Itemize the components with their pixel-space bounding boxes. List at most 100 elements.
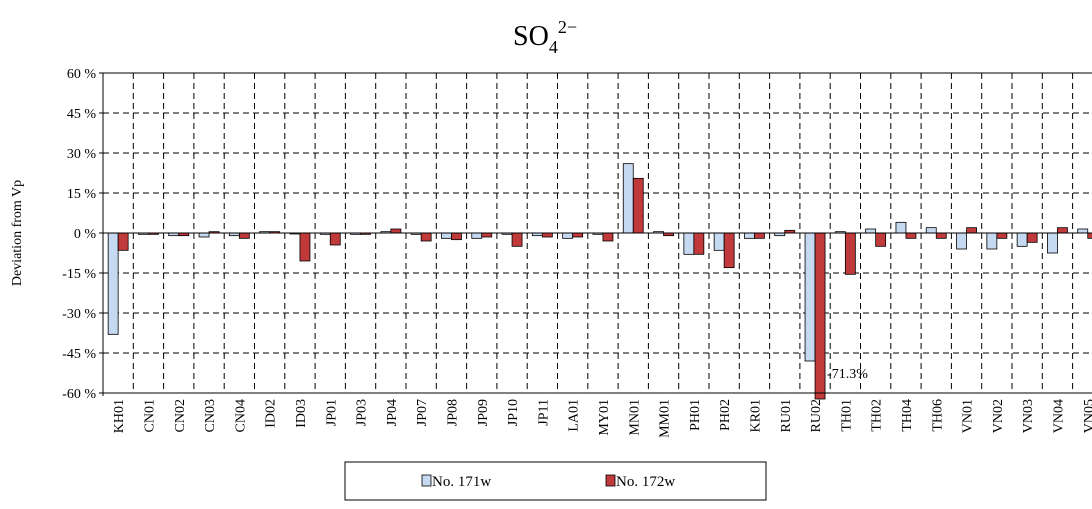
legend-label: No. 172w bbox=[616, 474, 675, 490]
x-tick-label: VN05 bbox=[1082, 399, 1092, 433]
y-tick-label: -30 % bbox=[62, 307, 96, 322]
x-tick-label: JP07 bbox=[415, 399, 430, 426]
x-tick-label: JP04 bbox=[385, 399, 400, 426]
bar-PH01-series1 bbox=[683, 232, 695, 255]
y-tick-label: -15 % bbox=[62, 267, 96, 282]
x-tick-label: JP11 bbox=[536, 399, 551, 426]
axes bbox=[99, 72, 1092, 396]
bar-RU02-series1 bbox=[804, 232, 816, 362]
x-tick-label: VN03 bbox=[1021, 399, 1036, 433]
x-tick-label: JP01 bbox=[324, 399, 339, 426]
x-tick-label: TH04 bbox=[900, 399, 915, 432]
bar-KH01-series2 bbox=[117, 232, 129, 251]
x-tick-label: TH01 bbox=[839, 399, 854, 432]
x-tick-label: VN04 bbox=[1051, 399, 1066, 433]
y-tick-label: 30 % bbox=[67, 147, 97, 162]
y-tick-label: -60 % bbox=[62, 387, 96, 402]
legend-label: No. 171w bbox=[432, 474, 491, 490]
bar-TH01-series2 bbox=[844, 232, 856, 275]
bar-TH06-series1 bbox=[925, 227, 937, 234]
bar-JP08-series2 bbox=[451, 232, 462, 241]
bar-VN05-series1 bbox=[1077, 228, 1089, 234]
x-tick-label: CN01 bbox=[142, 399, 157, 432]
y-tick-label: -45 % bbox=[62, 347, 96, 362]
x-tick-label: JP08 bbox=[445, 399, 460, 426]
x-tick-label: MN01 bbox=[627, 399, 642, 436]
bars bbox=[107, 163, 1092, 400]
bar-JP04-series2 bbox=[390, 228, 402, 234]
bar-KR01-series1 bbox=[744, 232, 755, 239]
bar-MY01-series2 bbox=[602, 232, 614, 242]
bar-JP11-series2 bbox=[541, 232, 553, 238]
bar-CN03-series1 bbox=[198, 232, 210, 238]
x-tick-label: KR01 bbox=[748, 399, 763, 432]
x-tick-label: CN02 bbox=[173, 399, 188, 432]
title-superscript: 2− bbox=[558, 17, 577, 37]
bar-VN05-series2 bbox=[1087, 232, 1092, 239]
x-tick-label: ID03 bbox=[294, 399, 309, 428]
bar-KH01-series1 bbox=[107, 232, 119, 335]
bar-KR01-series2 bbox=[754, 232, 765, 239]
bar-JP01-series2 bbox=[329, 232, 341, 246]
bar-PH02-series2 bbox=[723, 232, 735, 269]
x-tick-label: VN01 bbox=[961, 399, 976, 433]
bar-LA01-series1 bbox=[562, 232, 574, 239]
bar-TH04-series1 bbox=[895, 221, 907, 234]
bar-VN01-series1 bbox=[956, 232, 967, 250]
x-tick-label: JP03 bbox=[355, 399, 370, 426]
x-tick-label: RU02 bbox=[809, 399, 824, 432]
bar-TH04-series2 bbox=[905, 232, 917, 239]
tick-labels: 60 % 45 % 30 % 15 % 0 % -15 % -30 % -45 % -60 % K… bbox=[62, 67, 1092, 438]
legend: No. 171w No. 172w bbox=[344, 461, 767, 501]
bar-MN01-series1 bbox=[622, 163, 634, 234]
x-tick-label: ID02 bbox=[264, 399, 279, 428]
x-tick-label: KH01 bbox=[112, 399, 127, 433]
legend-swatch bbox=[421, 474, 432, 487]
bar-VN04-series1 bbox=[1047, 232, 1058, 254]
x-tick-label: JP09 bbox=[476, 399, 491, 426]
x-tick-label: MY01 bbox=[597, 399, 612, 436]
y-tick-label: 45 % bbox=[67, 107, 97, 122]
x-tick-label: LA01 bbox=[567, 399, 582, 432]
bar-VN04-series2 bbox=[1057, 227, 1068, 234]
title-main: SO bbox=[513, 21, 549, 52]
x-tick-label: RU01 bbox=[779, 399, 794, 432]
y-axis-label: Deviation from Vp bbox=[10, 180, 25, 286]
bar-MN01-series2 bbox=[632, 177, 644, 234]
legend-swatch bbox=[605, 474, 616, 487]
legend-box bbox=[344, 461, 767, 501]
bar-LA01-series2 bbox=[572, 232, 584, 238]
bar-JP09-series1 bbox=[471, 232, 483, 239]
bar-VN02-series1 bbox=[986, 232, 998, 250]
bar-PH02-series1 bbox=[713, 232, 725, 251]
chart-title: SO42− bbox=[513, 17, 577, 57]
y-tick-label: 15 % bbox=[67, 187, 97, 202]
x-tick-label: CN03 bbox=[203, 399, 218, 432]
bar-JP10-series2 bbox=[511, 232, 523, 247]
bar-JP08-series1 bbox=[441, 232, 452, 239]
bar-CN04-series2 bbox=[238, 232, 250, 239]
bar-JP09-series2 bbox=[481, 232, 493, 238]
bar-TH06-series2 bbox=[935, 232, 947, 239]
bar-VN03-series2 bbox=[1026, 232, 1038, 243]
x-tick-label: PH01 bbox=[688, 399, 703, 431]
annotations: -71.3% bbox=[827, 367, 868, 382]
bar-VN02-series2 bbox=[996, 232, 1008, 239]
x-tick-label: CN04 bbox=[233, 399, 248, 432]
title-subscript: 4 bbox=[549, 37, 558, 57]
y-tick-label: 60 % bbox=[67, 67, 97, 82]
bar-TH02-series1 bbox=[865, 228, 877, 234]
bar-PH01-series2 bbox=[693, 232, 705, 255]
x-tick-label: JP10 bbox=[506, 399, 521, 426]
bar-VN03-series1 bbox=[1016, 232, 1028, 247]
bar-ID03-series2 bbox=[299, 232, 311, 262]
x-tick-label: TH02 bbox=[870, 399, 885, 432]
bar-TH02-series2 bbox=[875, 232, 887, 247]
data-label: -71.3% bbox=[827, 367, 868, 382]
bar-VN01-series2 bbox=[966, 227, 977, 234]
x-tick-label: PH02 bbox=[718, 399, 733, 431]
bar-RU02-series2 bbox=[814, 232, 826, 400]
x-tick-label: MM01 bbox=[658, 399, 673, 438]
x-tick-label: TH06 bbox=[930, 399, 945, 432]
